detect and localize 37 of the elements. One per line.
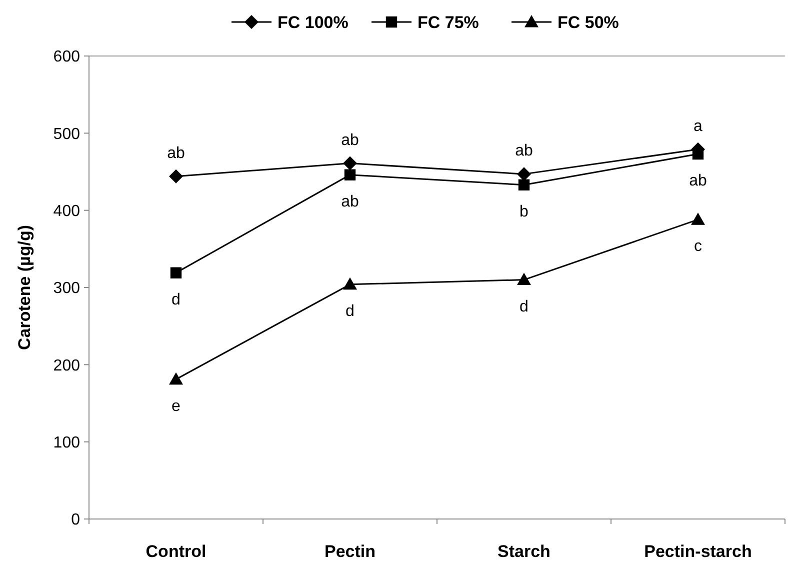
point <box>169 169 183 184</box>
point <box>344 169 356 180</box>
legend-label: FC 75% <box>418 12 479 32</box>
y-tick-label: 0 <box>71 512 80 529</box>
annotation: d <box>346 303 354 320</box>
annotation: d <box>520 298 528 316</box>
annotation: ab <box>515 142 533 160</box>
point <box>343 277 357 290</box>
annotation: ab <box>167 144 185 162</box>
y-tick-label: 300 <box>53 280 80 298</box>
point <box>691 212 705 225</box>
point <box>170 267 182 278</box>
x-tick-label: Pectin-starch <box>644 542 752 561</box>
point <box>518 179 530 190</box>
y-tick-label: 500 <box>53 126 80 143</box>
annotation: c <box>694 238 702 256</box>
y-tick-label: 600 <box>53 48 80 66</box>
annotation: e <box>172 398 181 415</box>
point <box>169 372 183 385</box>
legend-label: FC 100% <box>278 12 348 32</box>
y-axis-title: Carotene (µg/g) <box>15 224 34 350</box>
annotation: ab <box>341 132 359 149</box>
y-tick-label: 400 <box>53 202 80 220</box>
legend-label: FC 50% <box>558 12 619 32</box>
annotation: b <box>520 203 529 220</box>
x-tick-label: Pectin <box>324 542 376 561</box>
y-tick-label: 100 <box>53 434 80 452</box>
point <box>343 156 357 170</box>
y-tick-label: 200 <box>53 357 80 374</box>
x-tick-label: Starch <box>498 542 550 561</box>
annotation: a <box>694 118 703 135</box>
annotation: d <box>172 291 180 308</box>
point <box>517 167 531 182</box>
annotation: ab <box>689 172 707 190</box>
point <box>517 272 531 286</box>
annotation: ab <box>341 193 359 210</box>
x-tick-label: Control <box>146 542 206 561</box>
